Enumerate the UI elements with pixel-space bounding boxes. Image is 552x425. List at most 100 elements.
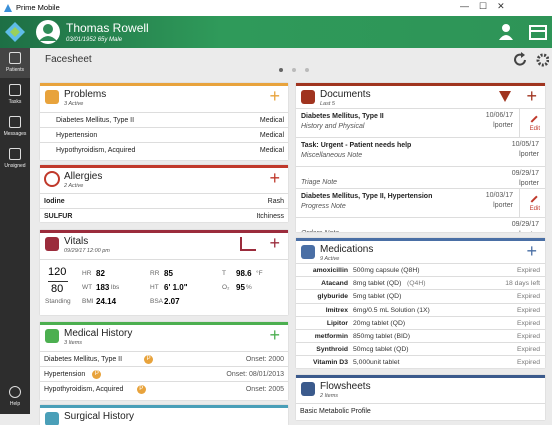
- medication-name: metformin: [314, 333, 348, 340]
- logo: [5, 22, 25, 42]
- row: Task: Urgent - Patient needs help Miscell…: [296, 137, 545, 166]
- medication-status: Expired: [516, 359, 540, 367]
- vital-value: 85: [164, 269, 173, 278]
- medication-name: Vitamin D3: [312, 359, 348, 367]
- sidebar-icon: [9, 84, 21, 96]
- sidebar-label[interactable]: Messages: [3, 131, 27, 137]
- card-title: Medical History: [64, 328, 133, 339]
- medication-name: glyburide: [317, 293, 348, 301]
- document-author: lporter: [493, 202, 513, 209]
- user-icon[interactable]: [497, 22, 517, 42]
- patient-name: Thomas Rowell: [66, 21, 149, 35]
- medication-extra: (Q4H): [407, 280, 426, 288]
- medication-name: Lipitor: [326, 319, 348, 327]
- document-type: Triage Note: [301, 179, 338, 186]
- document-author: lporter: [519, 180, 539, 187]
- medical-history-card: Medical History 3 Items + Diabetes Mellitus…: [40, 322, 288, 400]
- page-dots[interactable]: [276, 66, 312, 74]
- history-badge: P: [136, 385, 146, 394]
- card-title: Allergies: [64, 171, 103, 182]
- card-icon: [301, 245, 315, 259]
- card-icon: [45, 329, 59, 343]
- medication-sig: 8mg tablet (QD): [353, 280, 402, 288]
- row: Hypothyroidism, Acquired Medical: [40, 142, 288, 157]
- history-name: Hypothyroidism, Acquired: [44, 386, 124, 393]
- edit-area[interactable]: [519, 189, 545, 217]
- documents-card: Documents Last 5 + Diabetes Mellitus, Type …: [296, 83, 545, 232]
- allergy-reaction: Itchiness: [256, 213, 284, 220]
- sidebar-label[interactable]: Unsigned: [4, 163, 26, 169]
- window-controls[interactable]: — ☐ ✕: [460, 1, 505, 11]
- medication-status: Expired: [516, 293, 540, 301]
- card-icon: [301, 90, 315, 104]
- document-title: Diabetes Mellitus, Type II, Hypertension: [301, 193, 433, 200]
- bp-systolic: 120: [48, 266, 67, 278]
- problems-card: Problems 3 Active + Diabetes Mellitus, Type…: [40, 83, 288, 160]
- row: Iodine Rash: [40, 193, 288, 208]
- vital-label: RR: [150, 270, 160, 277]
- document-date: 10/06/17: [485, 112, 513, 119]
- filter-icon[interactable]: [499, 91, 511, 102]
- row: Diabetes Mellitus, Type II, Hypertension…: [296, 188, 545, 217]
- card-subtitle: Last 5: [320, 101, 335, 107]
- card-subtitle: 2 Active: [64, 183, 84, 189]
- problem-name: Diabetes Mellitus, Type II: [56, 117, 135, 124]
- row: Synthroid 50mcg tablet (QD) Expired: [296, 342, 545, 355]
- row: metformin 850mg tablet (BID) Expired: [296, 329, 545, 342]
- problem-type: Medical: [259, 147, 284, 154]
- document-type: Miscellaneous Note: [301, 152, 363, 159]
- document-date: 09/29/17: [511, 170, 539, 177]
- avatar[interactable]: [35, 19, 61, 45]
- problem-type: Medical: [259, 117, 284, 124]
- vital-unit: lbs: [111, 284, 120, 291]
- history-onset: Onset: 2000: [245, 356, 284, 363]
- add-button[interactable]: +: [526, 241, 537, 261]
- row: Hypertension Medical: [40, 127, 288, 142]
- sidebar-label[interactable]: Tasks: [8, 99, 22, 105]
- row: Hypothyroidism, Acquired P Onset: 2005: [40, 381, 288, 396]
- sidebar: Patients Tasks Messages Unsigned Help: [0, 48, 30, 414]
- title-bar: Prime Mobile — ☐ ✕: [0, 0, 552, 16]
- page-actions[interactable]: [513, 52, 549, 68]
- vital-value: 2.07: [164, 297, 180, 306]
- window-title: Prime Mobile: [16, 3, 60, 12]
- document-type: Progress Note: [301, 203, 346, 210]
- document-author: lporter: [519, 231, 539, 232]
- card-subtitle: 3 Active: [64, 101, 84, 107]
- sidebar-label[interactable]: Patients: [5, 67, 25, 73]
- problem-name: Hypertension: [56, 132, 98, 139]
- row: Atacand 8mg tablet (QD) (Q4H) 18 days left: [296, 276, 545, 289]
- vital-label: HR: [82, 270, 92, 277]
- vitals-card: Vitals 09/29/17 12:00 pm +120 80 Standing HR 8…: [40, 230, 288, 315]
- medication-status: Expired: [516, 333, 540, 340]
- medication-status: Expired: [516, 346, 540, 354]
- chart-icon: [240, 237, 256, 251]
- problem-type: Medical: [259, 132, 284, 139]
- bp-divider: [48, 281, 68, 282]
- patient-header: Thomas Rowell 03/01/1952 65y Male: [0, 16, 552, 48]
- add-button[interactable]: +: [269, 233, 280, 253]
- sidebar-label[interactable]: Help: [9, 401, 21, 407]
- add-button[interactable]: +: [526, 86, 537, 106]
- medication-sig: 50mcg tablet (QD): [353, 346, 409, 354]
- vital-value: 24.14: [96, 297, 117, 306]
- flowsheet-name: Basic Metabolic Profile: [300, 408, 371, 415]
- add-button[interactable]: +: [269, 86, 280, 106]
- add-button[interactable]: +: [269, 325, 280, 345]
- row: Triage Note 09/29/17 lporter: [296, 166, 545, 188]
- document-date: 10/05/17: [511, 141, 539, 148]
- document-date: 09/29/17: [511, 221, 539, 228]
- row: amoxicillin 500mg capsule (Q8H) Expired: [296, 263, 545, 276]
- folder-icon[interactable]: [528, 22, 548, 42]
- vital-value: 98.6: [236, 269, 252, 278]
- history-name: Hypertension: [44, 371, 86, 378]
- card-title: Surgical History: [64, 411, 135, 422]
- medication-name: amoxicillin: [312, 267, 348, 274]
- edit-area[interactable]: [519, 109, 545, 137]
- document-type: Orders Note: [301, 230, 339, 232]
- add-button[interactable]: +: [269, 168, 280, 188]
- problem-name: Hypothyroidism, Acquired: [56, 147, 136, 154]
- vitals-body: 120 80 Standing HR 82 WT 183 lbs BMI 24.14 RR 85 HT 6…: [40, 259, 288, 315]
- sidebar-icon: [9, 116, 21, 128]
